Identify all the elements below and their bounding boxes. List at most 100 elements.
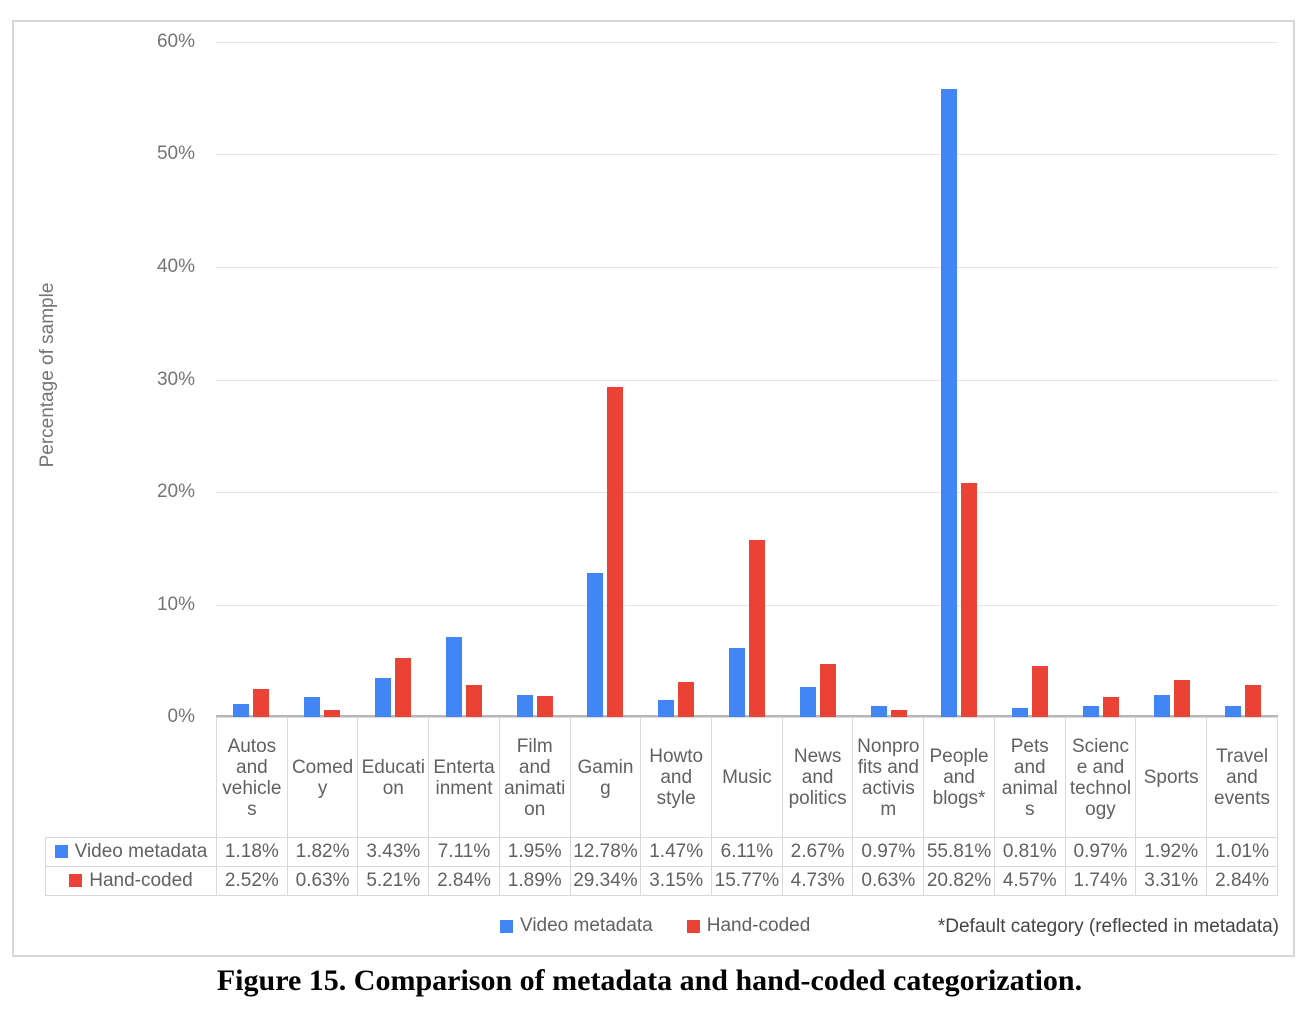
series-swatch-icon — [69, 874, 83, 887]
category-header-cell: Autos and vehicles — [216, 717, 288, 838]
category-header-cell: News and politics — [781, 717, 854, 838]
table-row-header: Video metadata — [45, 837, 217, 867]
value-cell: 3.31% — [1135, 866, 1208, 896]
value-cell: 7.11% — [428, 837, 500, 867]
footnote: *Default category (reflected in metadata… — [937, 916, 1279, 937]
bar-hand-coded — [1174, 680, 1190, 717]
bar-video-metadata — [800, 687, 816, 717]
bar-video-metadata — [446, 637, 462, 717]
bar-hand-coded — [891, 710, 907, 717]
category-header-cell: Comedy — [286, 717, 359, 838]
value-cell: 55.81% — [923, 837, 995, 867]
bar-hand-coded — [324, 710, 340, 717]
category-header-cell: Howto and style — [640, 717, 713, 838]
bar-video-metadata — [1012, 708, 1028, 717]
data-table: Autos and vehicles Comedy Education Enterta… — [45, 717, 1278, 896]
bar-hand-coded — [395, 658, 411, 717]
bar-video-metadata — [233, 704, 249, 717]
bar-video-metadata — [729, 648, 745, 717]
bar-video-metadata — [375, 678, 391, 717]
bar-video-metadata — [517, 695, 533, 717]
plot-area — [216, 42, 1278, 717]
value-cell: 12.78% — [569, 837, 642, 867]
legend-item: Video metadata — [500, 915, 653, 937]
value-cell: 2.67% — [781, 837, 854, 867]
value-cell: 6.11% — [711, 837, 783, 867]
category-header-cell: Nonprofits and activism — [852, 717, 925, 838]
category-header-cell: Film and animation — [498, 717, 571, 838]
series-name: Hand-coded — [89, 870, 193, 891]
value-cell: 1.92% — [1135, 837, 1208, 867]
value-cell: 3.15% — [640, 866, 713, 896]
bar-video-metadata — [941, 89, 957, 717]
value-cell: 5.21% — [357, 866, 430, 896]
legend-swatch-icon — [686, 919, 700, 933]
y-axis-tick-label: 50% — [156, 143, 195, 164]
gridline — [216, 42, 1278, 43]
table-corner-cell — [46, 718, 217, 838]
series-swatch-icon — [54, 845, 68, 858]
category-header-cell: Pets and animals — [993, 717, 1066, 838]
bar-hand-coded — [961, 483, 977, 717]
value-cell: 2.84% — [1206, 866, 1278, 896]
value-cell: 2.52% — [216, 866, 288, 896]
bar-hand-coded — [678, 682, 694, 717]
bar-hand-coded — [466, 685, 482, 717]
bar-video-metadata — [1225, 706, 1241, 717]
legend-label: Hand-coded — [706, 915, 811, 936]
category-header-cell: Education — [357, 717, 430, 838]
bar-video-metadata — [871, 706, 887, 717]
bar-hand-coded — [1245, 685, 1261, 717]
value-cell: 1.18% — [216, 837, 288, 867]
category-header-cell: Gaming — [569, 717, 642, 838]
value-cell: 0.63% — [286, 866, 359, 896]
bar-video-metadata — [1154, 695, 1170, 717]
bar-video-metadata — [587, 573, 603, 717]
gridline — [216, 154, 1278, 155]
value-cell: 29.34% — [569, 866, 642, 896]
category-header-cell: Science and technology — [1064, 717, 1137, 838]
y-axis-tick-label: 0% — [167, 706, 195, 727]
value-cell: 0.97% — [852, 837, 925, 867]
legend-swatch-icon — [500, 919, 513, 933]
bar-hand-coded — [820, 664, 836, 717]
value-cell: 0.63% — [852, 866, 925, 896]
bottom-legend: Video metadata Hand-coded — [500, 915, 810, 937]
value-cell: 0.97% — [1064, 837, 1137, 867]
value-cell: 4.73% — [781, 866, 854, 896]
x-axis-line — [216, 715, 1278, 717]
y-axis-title: Percentage of sample — [37, 282, 58, 468]
gridline — [216, 492, 1278, 493]
value-cell: 20.82% — [923, 866, 995, 896]
series-name: Video metadata — [74, 841, 208, 862]
value-cell: 1.47% — [640, 837, 713, 867]
bar-hand-coded — [607, 387, 623, 717]
bar-hand-coded — [1032, 666, 1048, 717]
value-cell: 0.81% — [993, 837, 1066, 867]
bar-video-metadata — [304, 697, 320, 717]
gridline — [216, 267, 1278, 268]
table-row-header: Hand-coded — [45, 866, 217, 896]
legend-item: Hand-coded — [686, 915, 811, 937]
bar-hand-coded — [749, 540, 765, 717]
value-cell: 1.89% — [498, 866, 571, 896]
category-header-cell: Entertainment — [428, 717, 500, 838]
y-axis-tick-label: 20% — [156, 481, 195, 502]
category-header-cell: People and blogs* — [923, 717, 995, 838]
category-header-cell: Travel and events — [1206, 717, 1278, 838]
category-header-cell: Sports — [1135, 717, 1208, 838]
bar-hand-coded — [537, 696, 553, 717]
value-cell: 3.43% — [357, 837, 430, 867]
table-row: Video metadata 1.18% 1.82% 3.43% 7.11% 1.95% 1… — [45, 837, 1278, 867]
bar-hand-coded — [1103, 697, 1119, 717]
bar-hand-coded — [253, 689, 269, 717]
value-cell: 2.84% — [428, 866, 500, 896]
gridline — [216, 380, 1278, 381]
bar-video-metadata — [1083, 706, 1099, 717]
y-axis-tick-label: 40% — [156, 256, 195, 277]
y-axis-tick-label: 10% — [156, 594, 195, 615]
category-header-cell: Music — [711, 717, 783, 838]
value-cell: 1.82% — [286, 837, 359, 867]
legend-label: Video metadata — [520, 915, 653, 936]
